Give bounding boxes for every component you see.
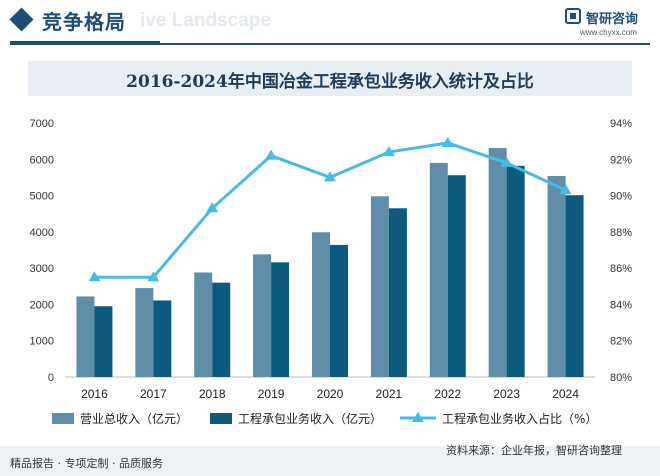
bar-revenue [370, 196, 389, 377]
y-left-tick-label: 1000 [30, 336, 54, 348]
bar-revenue [194, 272, 213, 377]
brand-name: 智研咨询 [586, 12, 639, 27]
y-right-tick-label: 94% [610, 118, 632, 130]
y-right-tick-label: 92% [610, 154, 632, 166]
line-share-point [441, 136, 454, 147]
y-right-tick-label: 86% [610, 263, 632, 275]
bar-contract-revenue [506, 165, 525, 377]
x-tick-label: 2024 [552, 387, 579, 401]
chart-canvas: 0 1000 2000 3000 4000 5000 6000 7000 80% 82% 84% 86… [30, 118, 633, 426]
x-tick-label: 2016 [81, 387, 108, 401]
line-share-point [500, 156, 513, 167]
bar-contract-revenue [212, 282, 231, 377]
legend-revenue-label: 营业总收入（亿元） [80, 411, 188, 426]
x-tick-label: 2018 [199, 387, 226, 401]
x-tick-label: 2019 [258, 387, 285, 401]
x-tick-label: 2021 [376, 387, 403, 401]
chart-title-bar: 2016-2024年中国冶金工程承包业务收入统计及占比 [28, 61, 632, 96]
line-share-point [206, 202, 219, 213]
y-right-tick-label: 84% [610, 299, 632, 311]
brand-logo-icon [565, 8, 581, 24]
line-share-point [88, 271, 101, 282]
x-tick-label: 2022 [434, 387, 461, 401]
brand-url: www.chyxx.com [580, 28, 637, 37]
bar-revenue [135, 288, 154, 377]
line-share-point [324, 171, 336, 182]
line-share-point [265, 149, 278, 160]
y-left-tick-label: 5000 [30, 191, 54, 203]
bar-revenue [429, 162, 448, 377]
y-left-tick-label: 6000 [30, 154, 54, 166]
x-tick-label: 2017 [140, 387, 167, 401]
x-tick-label: 2020 [317, 387, 344, 401]
bar-revenue [488, 148, 507, 377]
y-left-tick-label: 2000 [30, 299, 54, 311]
bar-contract-revenue [447, 175, 466, 377]
y-left-tick-label: 3000 [30, 263, 54, 275]
legend-share-label: 工程承包业务收入占比（%） [442, 411, 597, 426]
y-left-tick-label: 4000 [30, 227, 54, 239]
bar-contract-revenue [388, 208, 407, 377]
bar-revenue [547, 175, 566, 377]
y-right-tick-label: 82% [610, 336, 632, 348]
bar-contract-revenue [565, 195, 584, 377]
bar-contract-revenue [271, 262, 290, 377]
page-header: 竞争格局 ive Landscape 智研咨询 www.chyxx.com [0, 0, 660, 45]
footer-tagline: 精品报告 · 专项定制 · 品质服务 [10, 457, 163, 470]
y-right-tick-label: 80% [610, 372, 632, 384]
x-tick-label: 2023 [493, 387, 520, 401]
data-source: 资料来源：企业年报，智研咨询整理 [446, 444, 622, 457]
page-footer: 精品报告 · 专项定制 · 品质服务 [0, 446, 660, 476]
section-subtitle-watermark: ive Landscape [140, 10, 271, 31]
legend-contract-revenue-swatch [210, 413, 232, 424]
bar-contract-revenue [94, 306, 113, 377]
y-left-tick-label: 0 [48, 372, 54, 384]
chart-title: 2016-2024年中国冶金工程承包业务收入统计及占比 [126, 72, 534, 92]
y-right-tick-label: 90% [610, 191, 632, 203]
line-share-point [382, 146, 395, 157]
line-share-point [147, 271, 160, 282]
bar-contract-revenue [153, 300, 172, 377]
section-title: 竞争格局 [42, 10, 126, 34]
legend-share-swatch-marker [412, 412, 424, 422]
bar-revenue [76, 296, 95, 377]
header-divider-accent [10, 41, 160, 45]
bar-contract-revenue [330, 244, 348, 377]
bar-revenue [253, 254, 272, 377]
bar-revenue [312, 232, 330, 377]
y-left-tick-label: 7000 [30, 118, 54, 130]
y-right-tick-label: 88% [610, 227, 632, 239]
line-share-point [559, 184, 572, 195]
legend-contract-revenue-label: 工程承包业务收入（亿元） [238, 411, 382, 426]
header-divider [10, 43, 650, 45]
legend-revenue-swatch [52, 413, 74, 424]
